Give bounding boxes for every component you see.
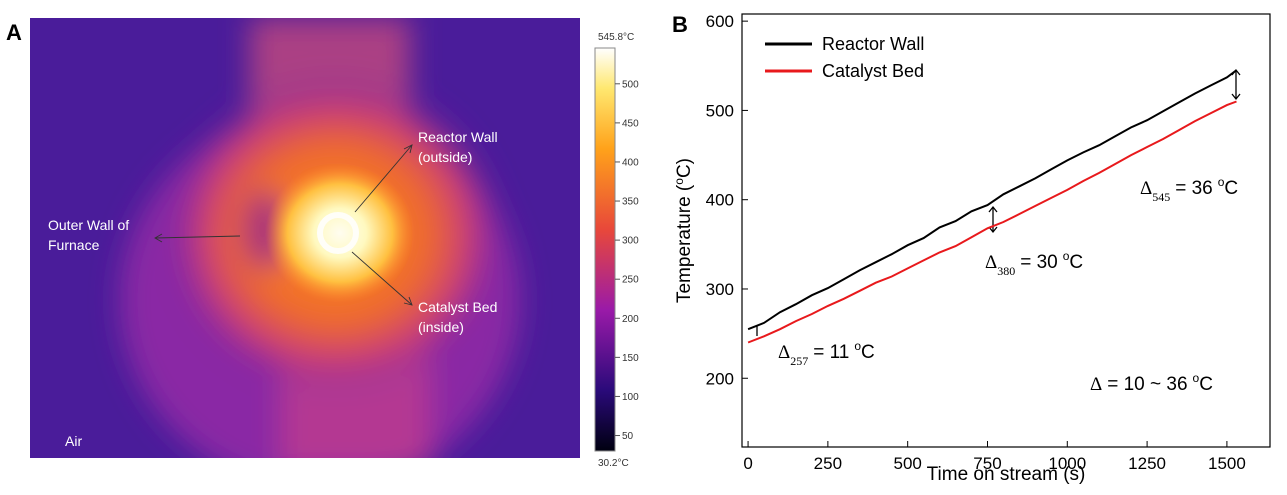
annotation-symbol: Δ — [1140, 178, 1152, 199]
annotation-sup: o — [1063, 249, 1070, 263]
colorbar-min: 30.2°C — [598, 458, 629, 469]
annotation-symbol: Δ — [985, 252, 997, 273]
image-annotation: (inside) — [418, 319, 464, 335]
colorbar-tick-label: 350 — [622, 197, 639, 208]
colorbar-tick-label: 100 — [622, 392, 639, 403]
annotation-unit: C — [861, 342, 875, 363]
colorbar-tick-label: 250 — [622, 275, 639, 286]
y-label-sup: o — [672, 178, 686, 185]
panel-label: B — [672, 12, 688, 37]
image-annotation: Outer Wall of — [48, 217, 129, 233]
colorbar-tick-label: 50 — [622, 431, 634, 442]
annotation: Δ = 10 ~ 36 oC — [1090, 371, 1213, 395]
x-tick-label: 1250 — [1128, 454, 1166, 473]
colorbar-tick-label: 300 — [622, 236, 639, 247]
annotation-symbol: Δ — [778, 342, 790, 363]
y-tick-label: 500 — [706, 101, 734, 120]
arrows — [154, 144, 413, 306]
series-line — [747, 100, 1237, 344]
annotation-sup: o — [1193, 371, 1200, 385]
annotation: Δ545 = 36 oC — [1140, 175, 1238, 204]
y-tick-label: 400 — [706, 191, 734, 210]
annotation-sub: 257 — [790, 354, 808, 368]
annotation-symbol: Δ — [1090, 374, 1102, 395]
colorbar-tick-label: 400 — [622, 157, 639, 168]
annotation-eq: = 10 ~ 36 — [1107, 374, 1187, 395]
x-tick-label: 750 — [973, 454, 1001, 473]
annotation-eq: = 36 — [1175, 178, 1213, 199]
x-tick-label: 250 — [814, 454, 842, 473]
x-tick-label: 1500 — [1208, 454, 1246, 473]
y-label-text: Temperature ( — [674, 184, 695, 303]
panel-label: A — [6, 20, 22, 45]
annotation-sup: o — [1218, 175, 1225, 189]
y-axis-label: Temperature (oC) — [672, 158, 695, 303]
colorbar-tick-label: 450 — [622, 118, 639, 129]
y-tick-label: 200 — [706, 369, 734, 388]
annotation-unit: C — [1069, 252, 1083, 273]
x-tick-label: 0 — [743, 454, 752, 473]
colorbar — [594, 47, 616, 452]
x-tick-label: 500 — [893, 454, 921, 473]
annotation-sub: 380 — [997, 264, 1015, 278]
colorbar-max: 545.8°C — [598, 32, 634, 43]
annotation-sub: 545 — [1152, 190, 1170, 204]
plot-frame — [741, 13, 1271, 448]
y-tick-label: 600 — [706, 12, 734, 31]
image-annotation: Furnace — [48, 237, 100, 253]
image-annotation: Air — [65, 433, 82, 449]
legend-label: Catalyst Bed — [822, 61, 924, 81]
image-annotation: Reactor Wall — [418, 129, 498, 145]
annotation-eq: = 11 — [813, 342, 849, 363]
colorbar-tick-label: 150 — [622, 353, 639, 364]
annotation: Δ257 = 11 oC — [778, 339, 875, 368]
colorbar-tick-label: 500 — [622, 79, 639, 90]
image-annotation: Catalyst Bed — [418, 299, 497, 315]
y-label-text: C) — [674, 158, 695, 178]
colorbar-tick-label: 200 — [622, 314, 639, 325]
annotation-unit: C — [1199, 374, 1213, 395]
annotation-eq: = 30 — [1020, 252, 1058, 273]
image-annotation: (outside) — [418, 149, 472, 165]
annotation: Δ380 = 30 oC — [985, 249, 1083, 278]
y-tick-label: 300 — [706, 280, 734, 299]
thermal-image — [30, 18, 580, 458]
annotation-sup: o — [854, 339, 861, 353]
x-tick-label: 1000 — [1048, 454, 1086, 473]
x-axis-label: Time on stream (s) — [927, 464, 1086, 485]
annotation-unit: C — [1224, 178, 1238, 199]
series-line — [747, 69, 1238, 331]
legend-label: Reactor Wall — [822, 34, 924, 54]
